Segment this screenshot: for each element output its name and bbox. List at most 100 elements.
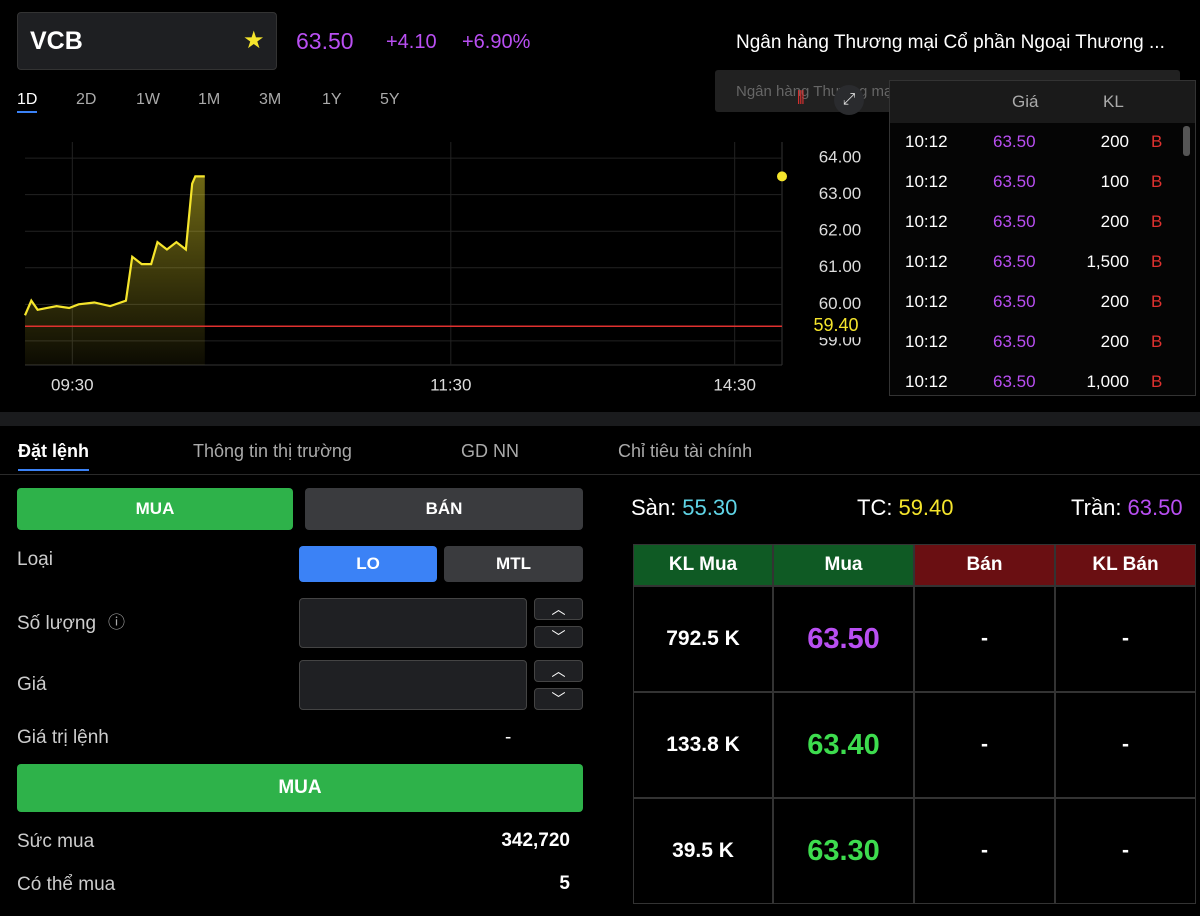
x-tick-label: 14:30 — [713, 375, 756, 394]
timeframe[interactable]: 1M — [198, 92, 220, 108]
trade-time: 10:12 — [905, 173, 948, 190]
trade-volume: 1,500 — [1086, 253, 1129, 270]
tab[interactable]: GD NN — [461, 442, 519, 460]
max-qty: 5 — [559, 874, 570, 893]
timeframe[interactable]: 1Y — [322, 92, 342, 108]
step-up[interactable]: ︿ — [534, 660, 583, 682]
y-tick-label: 64.00 — [819, 148, 862, 167]
step-down[interactable]: ﹀ — [534, 626, 583, 648]
chart: 59.0060.0061.0062.0063.0064.0009:3011:30… — [0, 0, 885, 410]
trade-volume: 200 — [1101, 333, 1129, 350]
trade-side: B — [1151, 373, 1162, 390]
book-cell: - — [914, 586, 1055, 692]
label: Số lượng — [17, 614, 96, 633]
y-tick-label: 60.00 — [819, 294, 862, 313]
reference-label: 59.40 — [813, 315, 858, 335]
book-cell: - — [1055, 692, 1196, 798]
book-cell: 133.8 K — [633, 692, 773, 798]
x-tick-label: 11:30 — [430, 375, 471, 394]
type-mtl[interactable]: MTL — [444, 546, 583, 582]
limit-label: TC: — [857, 495, 892, 520]
limit-label: Sàn: — [631, 495, 676, 520]
trade-price: 63.50 — [993, 373, 1036, 390]
type-lo[interactable]: LO — [299, 546, 437, 582]
trade-time: 10:12 — [905, 293, 948, 310]
book-cell: - — [914, 798, 1055, 904]
trade-time: 10:12 — [905, 373, 948, 390]
trade-side: B — [1151, 173, 1162, 190]
buying-power: 342,720 — [501, 831, 570, 850]
book-cell: 63.50 — [773, 586, 914, 692]
sell-tab[interactable]: BÁN — [305, 488, 583, 530]
trade-side: B — [1151, 253, 1162, 270]
timeframe[interactable]: 1W — [136, 92, 160, 108]
label: Giá — [17, 675, 47, 694]
trade-price: 63.50 — [993, 333, 1036, 350]
trade-time: 10:12 — [905, 253, 948, 270]
limit-value: 59.40 — [898, 495, 953, 520]
buy-tab[interactable]: MUA — [17, 488, 293, 530]
price-limit: TC:59.40 — [857, 497, 954, 519]
trade-volume: 100 — [1101, 173, 1129, 190]
trade-side: B — [1151, 293, 1162, 310]
trade-volume: 200 — [1101, 133, 1129, 150]
step-down[interactable]: ﹀ — [534, 688, 583, 710]
timeframe[interactable]: 1D — [17, 92, 37, 113]
label: Giá trị lệnh — [17, 728, 109, 747]
trade-price: 63.50 — [993, 253, 1036, 270]
book-cell: - — [1055, 798, 1196, 904]
timeframe[interactable]: 3M — [259, 92, 281, 108]
tab-rule — [0, 474, 1200, 475]
book-cell: 39.5 K — [633, 798, 773, 904]
input[interactable] — [299, 660, 527, 710]
tab[interactable]: Đặt lệnh — [18, 442, 89, 471]
book-cell: 792.5 K — [633, 586, 773, 692]
trade-side: B — [1151, 213, 1162, 230]
input[interactable] — [299, 598, 527, 648]
step-up[interactable]: ︿ — [534, 598, 583, 620]
book-cell: - — [914, 692, 1055, 798]
y-tick-label: 61.00 — [819, 257, 862, 276]
y-tick-label: 62.00 — [819, 221, 862, 240]
label: Sức mua — [17, 832, 94, 851]
trade-time: 10:12 — [905, 133, 948, 150]
trade-price: 63.50 — [993, 173, 1036, 190]
price-limit: Sàn:55.30 — [631, 497, 737, 519]
limit-value: 55.30 — [682, 495, 737, 520]
book-cell: 63.30 — [773, 798, 914, 904]
timeframe[interactable]: 5Y — [380, 92, 400, 108]
price-limit: Trần:63.50 — [1071, 497, 1183, 519]
submit-button[interactable]: MUA — [17, 764, 583, 812]
last-price-dot — [777, 171, 787, 181]
timeframe[interactable]: 2D — [76, 92, 96, 108]
trade-price: 63.50 — [993, 133, 1036, 150]
column-header: Giá — [1012, 93, 1038, 110]
trades-header — [890, 81, 1195, 123]
trade-time: 10:12 — [905, 213, 948, 230]
area — [25, 176, 205, 365]
scrollbar[interactable] — [1183, 126, 1190, 156]
limit-label: Trần: — [1071, 495, 1122, 520]
trade-price: 63.50 — [993, 213, 1036, 230]
book-header: Mua — [773, 544, 914, 586]
trade-time: 10:12 — [905, 333, 948, 350]
book-cell: - — [1055, 586, 1196, 692]
tab[interactable]: Chỉ tiêu tài chính — [618, 442, 752, 460]
divider — [0, 412, 1200, 426]
info-icon: ⓘ — [108, 614, 125, 631]
tab[interactable]: Thông tin thị trường — [193, 442, 352, 460]
trade-price: 63.50 — [993, 293, 1036, 310]
x-tick-label: 09:30 — [51, 375, 94, 394]
label: Loại — [17, 550, 53, 569]
book-header: KL Bán — [1055, 544, 1196, 586]
book-cell: 63.40 — [773, 692, 914, 798]
column-header: KL — [1103, 93, 1124, 110]
limit-value: 63.50 — [1128, 495, 1183, 520]
trade-volume: 200 — [1101, 213, 1129, 230]
trade-side: B — [1151, 333, 1162, 350]
trade-side: B — [1151, 133, 1162, 150]
trade-volume: 1,000 — [1086, 373, 1129, 390]
order-value: - — [505, 728, 511, 747]
book-header: KL Mua — [633, 544, 773, 586]
